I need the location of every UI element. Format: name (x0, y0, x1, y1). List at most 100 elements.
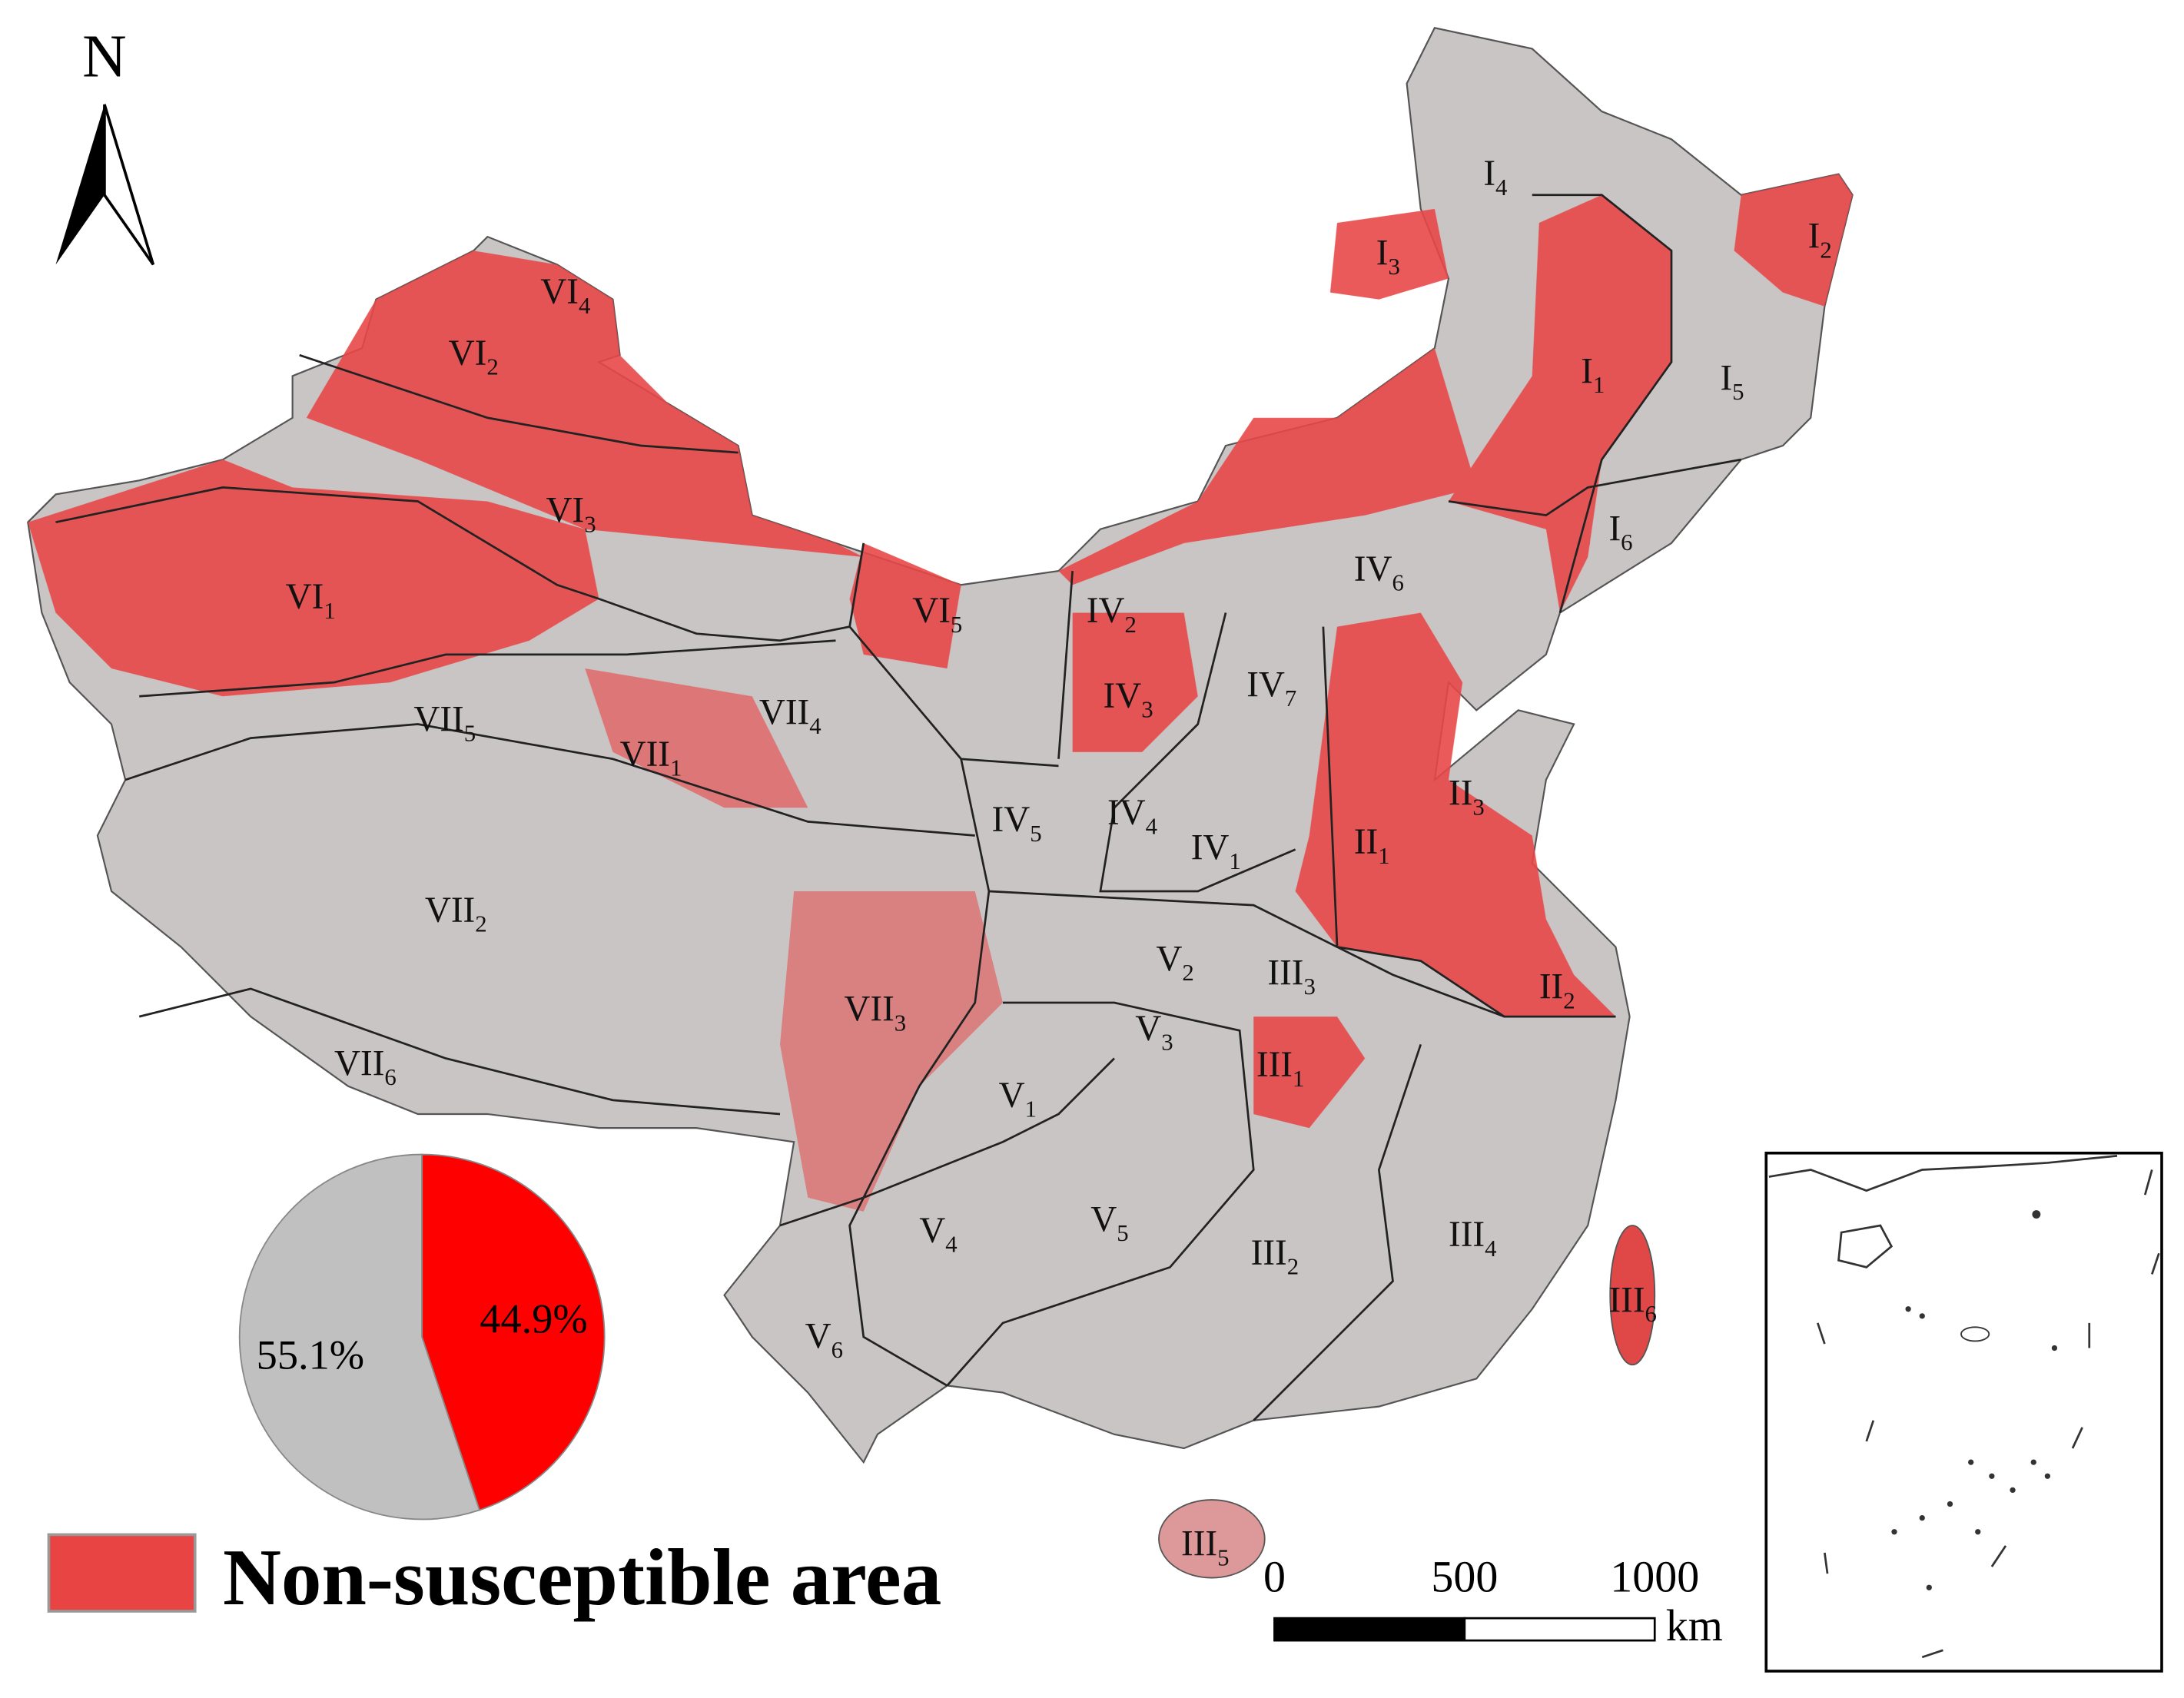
region-label: VI2 (449, 333, 499, 380)
boundary (124, 723, 975, 837)
region-subscript: 2 (486, 354, 498, 380)
zone (1734, 174, 1853, 307)
boundary (1532, 194, 1673, 613)
inset-island (1960, 1326, 1990, 1342)
region-subscript: 5 (1217, 1544, 1229, 1570)
region-label: VII1 (620, 735, 682, 781)
region-subscript: 1 (324, 598, 335, 624)
inset-coast (1768, 1155, 2118, 1192)
boundary (139, 639, 836, 698)
region-numeral: VI (449, 333, 487, 373)
zone (780, 891, 1003, 1212)
region-label: II1 (1354, 822, 1390, 869)
region-label: III2 (1251, 1233, 1299, 1280)
region-subscript: 5 (951, 612, 962, 638)
region-numeral: IV (1354, 549, 1392, 589)
scale-segment (1273, 1617, 1466, 1642)
region-numeral: I (1720, 359, 1732, 399)
region-label: V1 (999, 1076, 1037, 1123)
region-label: VII2 (425, 890, 487, 937)
region-subscript: 1 (1025, 1096, 1037, 1123)
region-subscript: 1 (1378, 843, 1389, 869)
north-label: N (82, 23, 127, 91)
region-subscript: 3 (895, 1010, 906, 1036)
region-label: I4 (1483, 154, 1507, 201)
region-label: IV1 (1191, 827, 1241, 874)
region-subscript: 4 (1485, 1235, 1496, 1262)
region-numeral: V (919, 1211, 945, 1251)
region-numeral: V (1156, 939, 1182, 979)
region-subscript: 1 (1229, 848, 1240, 874)
region-label: I2 (1808, 217, 1832, 264)
zone (1329, 208, 1449, 300)
scale-label: 500 (1431, 1552, 1498, 1602)
region-label: V3 (1135, 1009, 1173, 1056)
region-numeral: I (1376, 233, 1389, 273)
boundary (1448, 458, 1741, 517)
taiwan (1609, 1225, 1656, 1366)
region-subscript: 4 (1495, 174, 1507, 201)
region-numeral: VII (620, 735, 670, 774)
region-subscript: 6 (384, 1064, 396, 1090)
region-numeral: III (1181, 1524, 1217, 1564)
zone (1058, 348, 1477, 585)
region-numeral: I (1808, 217, 1821, 257)
region-subscript: 3 (1161, 1030, 1173, 1056)
boundary (946, 1001, 1255, 1387)
region-numeral: V (999, 1076, 1025, 1116)
region-numeral: I (1608, 509, 1621, 549)
region-label: VI4 (540, 272, 590, 319)
zone (28, 459, 599, 697)
region-label: VII5 (413, 700, 476, 747)
region-label: VI5 (912, 591, 962, 638)
region-numeral: V (1135, 1009, 1161, 1049)
region-numeral: VII (413, 700, 463, 740)
region-subscript: 4 (945, 1231, 957, 1257)
inset-dashes (1817, 1169, 2160, 1659)
legend-label: Non-susceptible area (223, 1532, 941, 1622)
region-numeral: II (1449, 774, 1472, 814)
region-subscript: 3 (584, 511, 596, 537)
pie-label: 44.9% (480, 1296, 587, 1342)
region-label: VII3 (844, 990, 906, 1036)
region-subscript: 6 (1392, 570, 1403, 596)
region-label: V4 (919, 1211, 957, 1258)
zone (585, 668, 808, 808)
region-numeral: III (1251, 1233, 1287, 1273)
region-subscript: 4 (1146, 814, 1157, 840)
region-numeral: IV (1246, 665, 1285, 705)
region-label: V5 (1090, 1199, 1128, 1246)
inset-island (1837, 1224, 1894, 1269)
region-subscript: 6 (1621, 529, 1632, 555)
region-numeral: VI (286, 577, 324, 617)
region-label: IV6 (1354, 549, 1404, 596)
region-boundaries (55, 194, 1741, 1421)
boundary (779, 1057, 1115, 1227)
hainan (1158, 1499, 1266, 1579)
region-subscript: 7 (1285, 685, 1296, 711)
region-subscript: 2 (1820, 237, 1831, 263)
region-numeral: IV (1191, 827, 1230, 867)
region-label: VI3 (546, 491, 596, 538)
region-numeral: IV (992, 800, 1031, 840)
inset-islands (1891, 1210, 2058, 1590)
region-subscript: 1 (1293, 1066, 1304, 1092)
pie-label: 55.1% (257, 1332, 364, 1378)
region-numeral: VII (425, 890, 475, 930)
region-label: VII6 (334, 1043, 397, 1090)
region-subscript: 3 (1388, 254, 1399, 280)
region-numeral: VII (334, 1043, 384, 1083)
region-label: II2 (1539, 967, 1575, 1014)
region-subscript: 2 (1124, 612, 1136, 638)
region-subscript: 4 (579, 293, 590, 319)
region-label: IV4 (1107, 793, 1157, 840)
region-subscript: 2 (1182, 960, 1193, 986)
region-label: IV3 (1104, 676, 1153, 723)
inset-frame (1764, 1151, 2163, 1673)
region-subscript: 2 (1287, 1253, 1299, 1279)
inset-map (1768, 1155, 2160, 1659)
boundary (55, 486, 1059, 768)
region-subscript: 3 (1472, 794, 1484, 820)
north-arrow (55, 104, 105, 265)
